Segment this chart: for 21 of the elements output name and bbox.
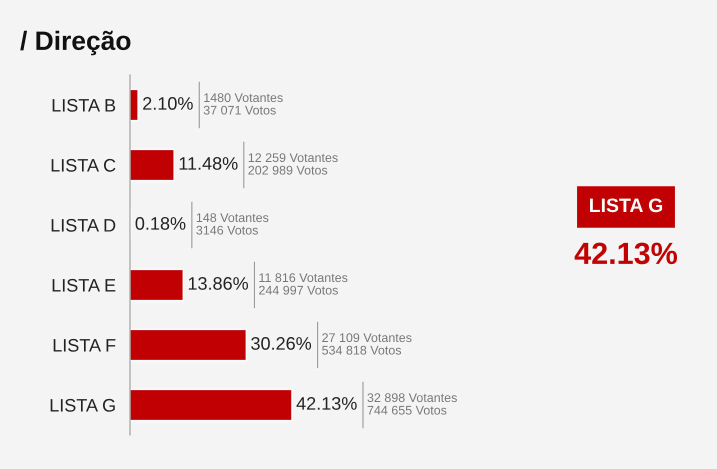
- text: 32 898 Votantes 744 655 Votos: [367, 393, 457, 415]
- data-label: 0.18%: [136, 217, 186, 230]
- y-tick-label: LISTA E: [52, 278, 116, 292]
- annotation: 148 Votantes 3146 Votos: [196, 213, 268, 235]
- annotation: 1480 Votantes 37 071 Votos: [204, 93, 283, 115]
- data-label: 30.26%: [251, 337, 312, 350]
- y-tick-label: LISTA F: [54, 338, 116, 352]
- text: 27 109 Votantes 534 818 Votos: [322, 333, 412, 355]
- text: LISTA G: [590, 198, 662, 212]
- data-label: 11.48%: [180, 157, 238, 170]
- y-tick-label: LISTA D: [52, 218, 116, 232]
- data-label: 42.13%: [296, 397, 357, 410]
- data-label: 2.10%: [143, 97, 193, 110]
- y-tick-label: LISTA B: [52, 98, 116, 112]
- chart-title: / Direção: [20, 30, 130, 56]
- annotation: 11 816 Votantes 244 997 Votos: [259, 273, 348, 295]
- text: 42.13%: [574, 242, 678, 264]
- y-tick-label: LISTA G: [50, 398, 115, 412]
- data-label: 13.86%: [188, 277, 248, 290]
- annotation: 12 259 Votantes 202 989 Votos: [248, 153, 338, 175]
- y-tick-label: LISTA C: [52, 158, 116, 172]
